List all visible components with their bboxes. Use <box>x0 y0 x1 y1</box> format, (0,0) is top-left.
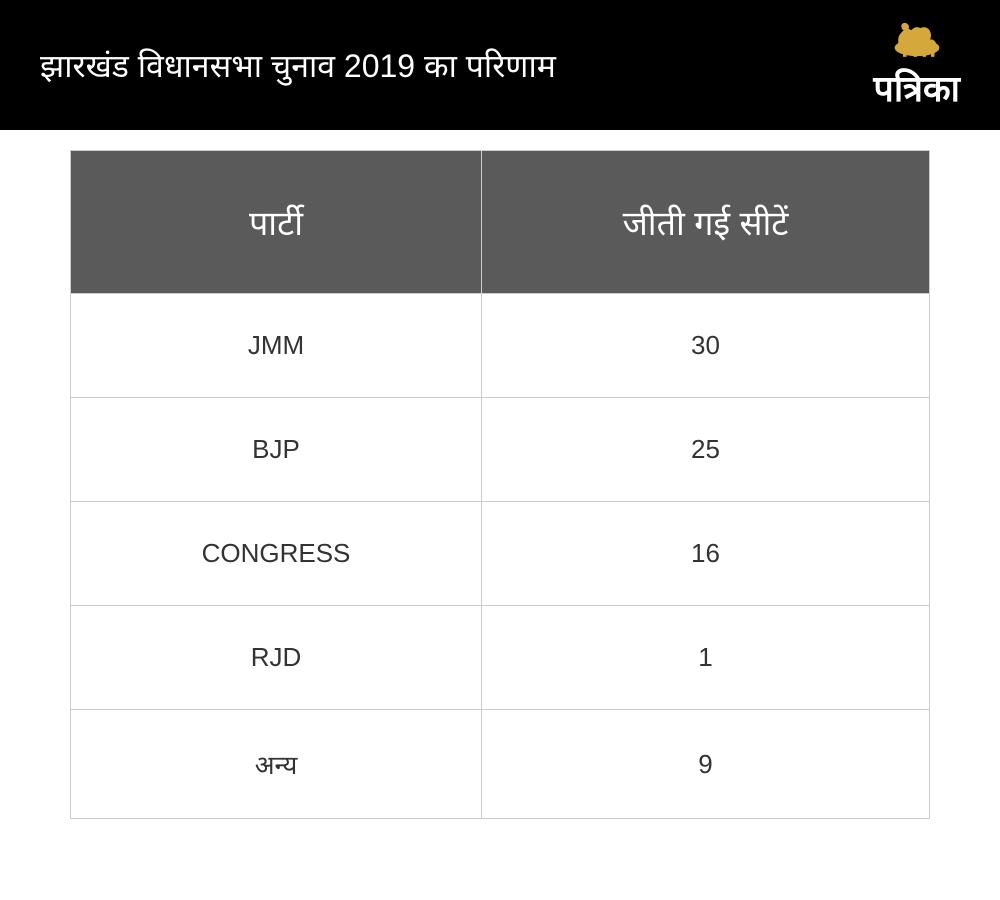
table-row: RJD 1 <box>71 606 930 710</box>
page-header: झारखंड विधानसभा चुनाव 2019 का परिणाम पत्… <box>0 0 1000 130</box>
table-row: अन्य 9 <box>71 710 930 819</box>
party-cell: RJD <box>71 606 482 710</box>
column-header-party: पार्टी <box>71 151 482 294</box>
results-table: पार्टी जीती गई सीटें JMM 30 BJP 25 CONGR… <box>70 150 930 819</box>
seats-cell: 16 <box>482 502 930 606</box>
table-header-row: पार्टी जीती गई सीटें <box>71 151 930 294</box>
lion-icon <box>882 19 952 59</box>
brand-logo: पत्रिका <box>873 19 960 112</box>
seats-cell: 25 <box>482 398 930 502</box>
seats-cell: 1 <box>482 606 930 710</box>
table-row: JMM 30 <box>71 294 930 398</box>
table-row: CONGRESS 16 <box>71 502 930 606</box>
logo-text: पत्रिका <box>873 63 960 112</box>
seats-cell: 30 <box>482 294 930 398</box>
party-cell: JMM <box>71 294 482 398</box>
results-table-container: पार्टी जीती गई सीटें JMM 30 BJP 25 CONGR… <box>0 130 1000 859</box>
page-title: झारखंड विधानसभा चुनाव 2019 का परिणाम <box>40 44 556 87</box>
table-row: BJP 25 <box>71 398 930 502</box>
party-cell: BJP <box>71 398 482 502</box>
column-header-seats: जीती गई सीटें <box>482 151 930 294</box>
seats-cell: 9 <box>482 710 930 819</box>
party-cell: CONGRESS <box>71 502 482 606</box>
party-cell: अन्य <box>71 710 482 819</box>
